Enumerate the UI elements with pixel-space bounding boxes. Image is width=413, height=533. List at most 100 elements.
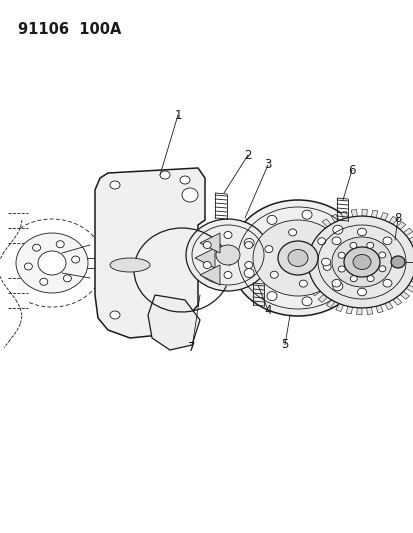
Ellipse shape — [110, 258, 150, 272]
Ellipse shape — [323, 263, 330, 270]
Ellipse shape — [321, 258, 330, 266]
Polygon shape — [299, 266, 308, 271]
Polygon shape — [314, 225, 323, 232]
Ellipse shape — [344, 254, 354, 262]
Polygon shape — [330, 214, 338, 222]
Ellipse shape — [277, 241, 317, 275]
Text: 3: 3 — [263, 158, 271, 172]
Ellipse shape — [331, 279, 340, 287]
Polygon shape — [147, 295, 199, 350]
Polygon shape — [412, 244, 413, 250]
Ellipse shape — [301, 297, 311, 306]
Polygon shape — [199, 233, 219, 253]
Polygon shape — [402, 228, 412, 236]
Ellipse shape — [392, 258, 401, 266]
Text: 6: 6 — [347, 164, 355, 176]
Ellipse shape — [266, 215, 276, 224]
Polygon shape — [408, 236, 413, 243]
Ellipse shape — [216, 245, 240, 265]
Polygon shape — [405, 285, 413, 292]
Ellipse shape — [331, 237, 340, 245]
Ellipse shape — [38, 251, 66, 275]
Polygon shape — [301, 274, 311, 280]
Polygon shape — [410, 278, 413, 284]
Ellipse shape — [307, 216, 413, 308]
Polygon shape — [396, 222, 405, 230]
Polygon shape — [311, 288, 320, 296]
Ellipse shape — [110, 181, 120, 189]
Text: 8: 8 — [393, 212, 401, 224]
Polygon shape — [335, 304, 343, 311]
Polygon shape — [308, 232, 317, 239]
Ellipse shape — [299, 280, 306, 287]
Ellipse shape — [24, 263, 32, 270]
Polygon shape — [345, 306, 352, 314]
Ellipse shape — [378, 266, 385, 272]
Ellipse shape — [331, 237, 391, 287]
Ellipse shape — [337, 252, 344, 259]
Ellipse shape — [343, 247, 379, 277]
Ellipse shape — [244, 269, 254, 278]
Ellipse shape — [288, 229, 296, 236]
Polygon shape — [305, 281, 314, 288]
Ellipse shape — [110, 311, 120, 319]
Ellipse shape — [270, 271, 278, 278]
Ellipse shape — [40, 278, 47, 285]
Ellipse shape — [337, 266, 344, 272]
Polygon shape — [366, 307, 372, 314]
Ellipse shape — [203, 241, 211, 248]
Ellipse shape — [180, 176, 190, 184]
Ellipse shape — [182, 188, 197, 202]
Polygon shape — [195, 248, 214, 268]
Polygon shape — [340, 211, 347, 219]
Ellipse shape — [33, 244, 40, 251]
Text: 4: 4 — [263, 303, 271, 317]
Polygon shape — [321, 219, 330, 227]
Ellipse shape — [332, 282, 342, 291]
Polygon shape — [370, 210, 377, 217]
Ellipse shape — [378, 252, 385, 258]
Ellipse shape — [357, 288, 366, 296]
Polygon shape — [95, 168, 204, 338]
Ellipse shape — [317, 238, 325, 245]
Polygon shape — [325, 300, 334, 308]
Polygon shape — [375, 305, 382, 313]
Ellipse shape — [390, 256, 404, 268]
Ellipse shape — [366, 276, 373, 281]
Ellipse shape — [349, 276, 356, 281]
Text: 1: 1 — [174, 109, 181, 122]
Ellipse shape — [252, 220, 342, 296]
Ellipse shape — [301, 210, 311, 219]
Ellipse shape — [56, 241, 64, 248]
Text: 7: 7 — [188, 342, 195, 354]
Polygon shape — [299, 257, 307, 262]
Ellipse shape — [352, 254, 370, 270]
Ellipse shape — [244, 241, 252, 248]
Polygon shape — [199, 265, 219, 285]
Polygon shape — [392, 297, 401, 305]
Polygon shape — [384, 302, 392, 310]
Polygon shape — [318, 294, 327, 302]
Ellipse shape — [71, 256, 79, 263]
Ellipse shape — [266, 292, 276, 301]
Text: 2: 2 — [244, 149, 251, 161]
Ellipse shape — [357, 228, 366, 236]
Ellipse shape — [223, 271, 231, 279]
Polygon shape — [356, 308, 361, 314]
Ellipse shape — [264, 246, 272, 253]
Ellipse shape — [382, 237, 391, 245]
Ellipse shape — [366, 243, 373, 248]
Polygon shape — [303, 240, 312, 246]
Ellipse shape — [223, 231, 231, 238]
Text: 91106  100A: 91106 100A — [18, 22, 121, 37]
Polygon shape — [388, 216, 396, 224]
Ellipse shape — [159, 171, 170, 179]
Text: 5: 5 — [280, 338, 288, 351]
Polygon shape — [399, 292, 408, 299]
Ellipse shape — [349, 243, 356, 248]
Ellipse shape — [244, 238, 254, 247]
Ellipse shape — [287, 249, 307, 266]
Ellipse shape — [382, 279, 391, 287]
Ellipse shape — [244, 262, 252, 269]
Polygon shape — [300, 248, 309, 254]
